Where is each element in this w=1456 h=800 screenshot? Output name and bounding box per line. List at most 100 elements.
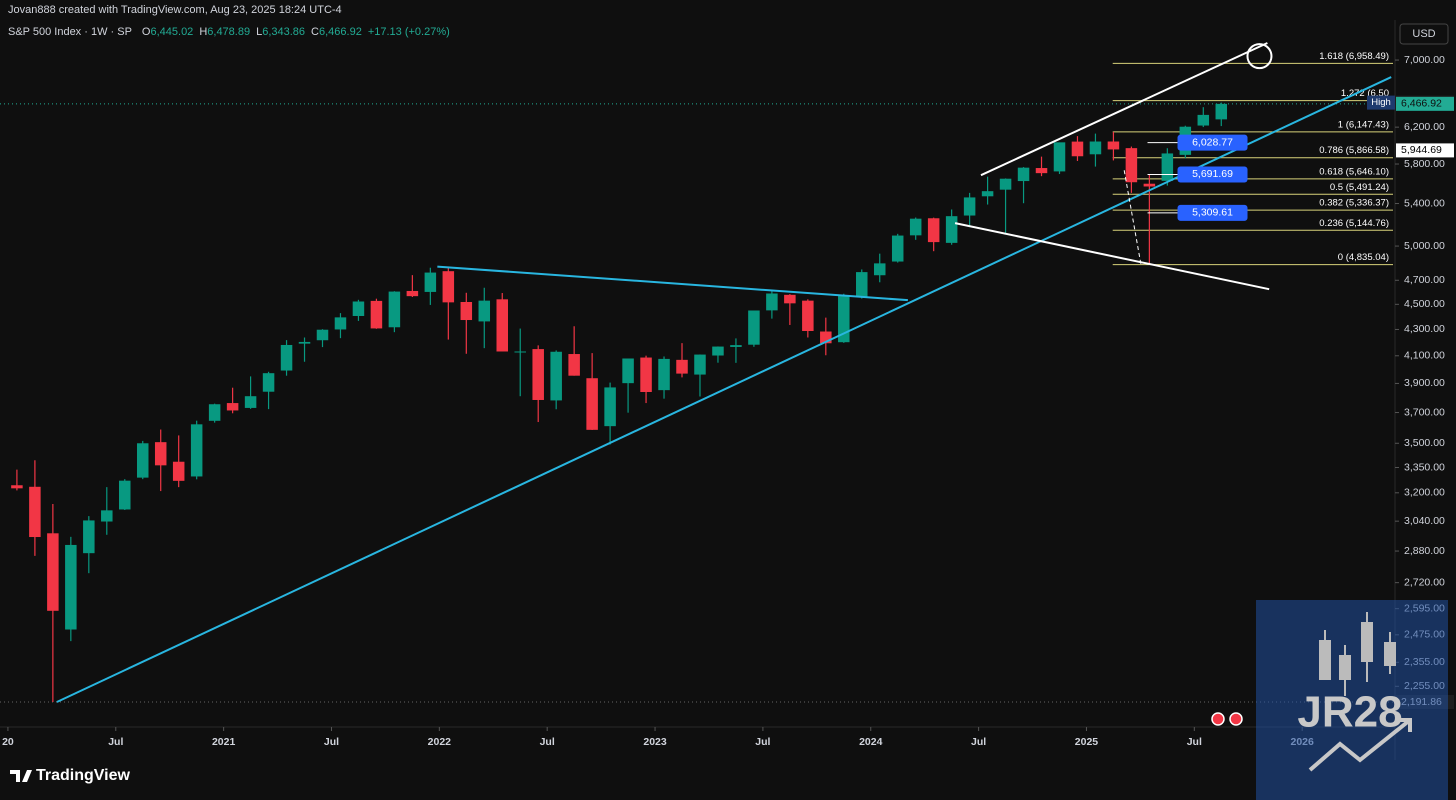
event-flag	[1211, 712, 1225, 726]
candle-body	[352, 301, 365, 316]
y-tick-label: 5,000.00	[1404, 240, 1445, 252]
candle-body	[316, 329, 329, 341]
y-tick-label: 7,000.00	[1404, 54, 1445, 66]
x-tick-label: Jul	[971, 736, 986, 748]
candle-body	[676, 359, 688, 374]
candle-body	[1143, 183, 1156, 187]
candle-body	[784, 294, 796, 304]
trendline	[1123, 170, 1142, 265]
y-tick-label: 6,200.00	[1404, 121, 1445, 133]
candle-body	[568, 354, 580, 376]
header: Jovan888 created with TradingView.com, A…	[8, 4, 342, 16]
candle-body	[909, 218, 922, 236]
y-tick-label: 5,400.00	[1404, 197, 1445, 209]
candle-body	[514, 351, 526, 353]
trendline	[980, 42, 1268, 177]
candle-body	[47, 533, 59, 611]
candle-body	[1053, 142, 1066, 172]
target-circle	[1246, 43, 1273, 70]
candle-body	[388, 291, 401, 328]
symbol: S&P 500 Index · 1W · SP	[8, 26, 132, 38]
candle-body	[891, 235, 904, 262]
price-tag-label: 5,691.69	[1192, 168, 1233, 180]
y-tick-label: 4,500.00	[1404, 298, 1445, 310]
legend-key: L	[256, 26, 262, 38]
candle-body	[83, 520, 95, 554]
currency: USD	[1412, 28, 1435, 40]
candle-body	[478, 300, 491, 322]
candle-body	[208, 404, 221, 421]
y-tick-label: 3,700.00	[1404, 406, 1445, 418]
candle-body	[927, 218, 940, 243]
candle-body	[658, 358, 670, 391]
candle-body	[172, 461, 185, 481]
candle-body	[65, 544, 77, 630]
price-tag-label: 5,309.61	[1192, 207, 1233, 219]
candle-body	[838, 296, 850, 343]
y-tick-label: 2,880.00	[1404, 545, 1445, 557]
legend-value: 6,466.92	[319, 26, 362, 38]
watermark-candle	[1384, 642, 1396, 666]
candle-body	[1071, 141, 1084, 157]
legend-value: 6,445.02	[150, 26, 193, 38]
axis-tag	[1396, 143, 1454, 158]
candle-body	[119, 480, 131, 510]
watermark-candle	[1319, 640, 1331, 680]
candle-body	[999, 178, 1012, 190]
price-tag-label: 6,028.77	[1192, 136, 1233, 148]
legend-value: 6,343.86	[262, 26, 305, 38]
axis-tag-label: 5,944.69	[1401, 144, 1442, 156]
candle-body	[1161, 153, 1174, 181]
candle-body	[604, 387, 616, 427]
candle-body	[244, 396, 257, 408]
candle-body	[136, 443, 149, 478]
x-tick-label: Jul	[324, 736, 339, 748]
candle-body	[1089, 141, 1102, 155]
legend-key: H	[199, 26, 207, 38]
x-tick-label: Jul	[540, 736, 555, 748]
axis-tag	[1396, 96, 1454, 111]
candle-body	[1017, 167, 1030, 182]
candle-body	[334, 317, 347, 330]
watermark-text: JR28	[1297, 688, 1402, 737]
candle-body	[1125, 148, 1138, 183]
legend-key: C	[311, 26, 319, 38]
candle-body	[945, 216, 958, 243]
fib-label: 1 (6,147.43)	[1338, 119, 1389, 130]
y-tick-label: 3,040.00	[1404, 515, 1445, 527]
candle-body	[586, 378, 598, 430]
y-tick-label: 3,200.00	[1404, 487, 1445, 499]
y-tick-label: 4,300.00	[1404, 323, 1445, 335]
candle-body	[406, 290, 419, 297]
candle-body	[730, 345, 742, 347]
candle-body	[981, 191, 994, 197]
price-tag-box	[1177, 166, 1248, 183]
fib-label: 0.618 (5,646.10)	[1319, 166, 1389, 177]
watermark-box	[1256, 600, 1448, 800]
candle-body	[748, 310, 760, 345]
x-tick-label: Jul	[108, 736, 123, 748]
y-tick-label: 2,720.00	[1404, 576, 1445, 588]
candle-body	[460, 301, 473, 321]
candle-body	[424, 272, 437, 292]
candle-body	[190, 424, 203, 477]
watermark-candle	[1361, 622, 1373, 662]
candle-body	[298, 341, 311, 344]
candle-body	[873, 263, 886, 276]
price-tag-box	[1177, 204, 1248, 221]
y-tick-label: 5,800.00	[1404, 158, 1445, 170]
candle-body	[442, 271, 455, 303]
brand-logo	[10, 770, 32, 782]
candle-body	[1197, 114, 1210, 126]
candle-body	[11, 485, 23, 489]
candle-body	[29, 486, 41, 538]
fib-label: 0.786 (5,866.58)	[1319, 145, 1389, 156]
y-tick-label: 3,350.00	[1404, 461, 1445, 473]
candle-body	[370, 300, 383, 329]
trendline	[56, 76, 1392, 703]
trendline	[954, 222, 1270, 291]
candle-body	[550, 351, 562, 401]
legend-value: +17.13 (+0.27%)	[368, 26, 450, 38]
